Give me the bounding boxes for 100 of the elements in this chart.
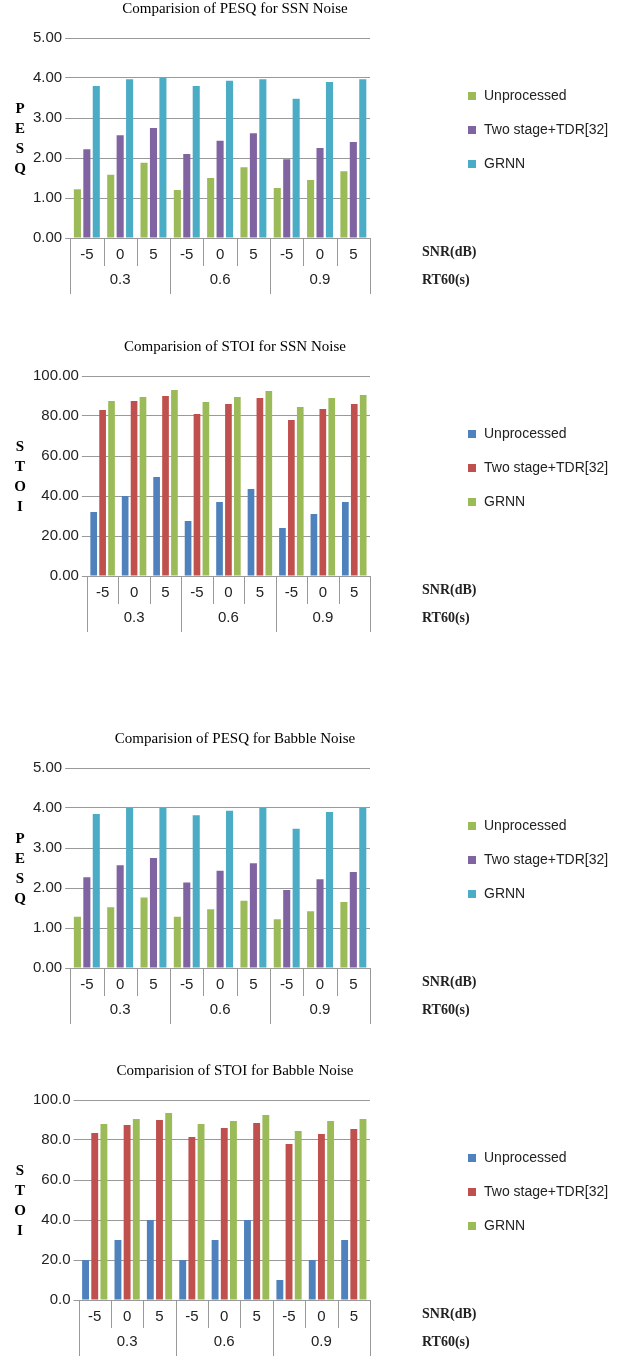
bar [92, 86, 100, 238]
bar [179, 1260, 187, 1300]
text: 0.9 [309, 1000, 331, 1018]
bar [316, 879, 324, 968]
bar [342, 502, 349, 576]
bar [184, 521, 192, 576]
bar [140, 162, 148, 238]
bar [259, 808, 267, 968]
bar [319, 409, 327, 576]
x-tick-label: -5 [282, 1307, 296, 1325]
bar [162, 396, 169, 576]
x-tick-label: 5 [249, 975, 258, 993]
y-tick-label: 40.0 [41, 1210, 71, 1228]
legend-label: Unprocessed [484, 817, 567, 833]
x-tick-label: 5 [149, 975, 158, 993]
chart-title: Comparision of PESQ for SSN Noise [121, 0, 349, 17]
bar [146, 1220, 154, 1300]
x-tick-label: -5 [190, 583, 204, 601]
bar [159, 78, 167, 238]
y-axis-title: PESQ [13, 99, 27, 178]
y-tick-label: 4.00 [32, 798, 63, 816]
x-tick-label: 5 [249, 245, 258, 263]
y-tick-label: 3.00 [32, 108, 63, 126]
bar [247, 489, 255, 576]
y-tick-label: 5.00 [32, 28, 63, 46]
bar [126, 79, 134, 238]
x-tick-label: 5 [252, 1307, 261, 1325]
chart-title: Comparision of STOI for Babble Noise [115, 1062, 355, 1079]
bar [249, 133, 257, 238]
legend-label: Two stage+TDR[32] [484, 851, 609, 867]
bar [123, 1125, 131, 1300]
text: SNR(dB) [422, 1305, 477, 1322]
bar [276, 1280, 284, 1300]
bar [73, 916, 81, 968]
bar [317, 1134, 325, 1300]
bar [240, 900, 248, 968]
bar [350, 404, 358, 576]
text: RT60(s) [422, 1333, 471, 1350]
bar [149, 128, 158, 238]
bar [234, 397, 241, 576]
bar [192, 86, 200, 238]
legend-label: Unprocessed [484, 87, 567, 103]
text: 0.6 [209, 270, 231, 288]
bar [130, 401, 138, 576]
bar [192, 815, 200, 968]
bar [273, 188, 281, 238]
x-tick-label: 0 [224, 583, 233, 601]
x-tick-label: -5 [180, 245, 194, 263]
bar [230, 1121, 237, 1300]
bar [340, 171, 348, 238]
x-tick-label: -5 [280, 245, 294, 263]
bar [202, 402, 210, 576]
bar [244, 1220, 251, 1300]
bar [116, 135, 124, 238]
y-tick-label: 80.00 [41, 406, 79, 424]
bar [292, 98, 300, 238]
y-tick-label: 60.0 [41, 1170, 71, 1188]
text: 0.3 [123, 608, 145, 626]
legend-label: GRNN [484, 885, 526, 901]
x-tick-label: -5 [80, 245, 94, 263]
x-tick-label: 0 [215, 245, 225, 263]
bar [99, 410, 106, 576]
bar [139, 397, 147, 576]
bar [107, 174, 115, 238]
bar [256, 398, 264, 576]
bar [259, 79, 267, 238]
bar [307, 180, 315, 238]
bar [307, 911, 315, 968]
bar [325, 82, 334, 238]
text: 0.3 [116, 1332, 138, 1350]
bar [294, 1131, 302, 1300]
x-tick-label: -5 [284, 583, 299, 601]
text: SNR(dB) [422, 581, 477, 598]
x-tick-label: 0 [315, 975, 325, 993]
bar [116, 865, 124, 968]
bar [359, 79, 367, 238]
text: RT60(s) [422, 1001, 471, 1018]
bar [310, 514, 318, 576]
text: 0.9 [312, 608, 334, 626]
bar [149, 858, 158, 968]
legend-label: GRNN [484, 155, 526, 171]
bar [359, 808, 367, 968]
legend-label: Two stage+TDR[32] [484, 121, 609, 137]
bar [108, 401, 115, 576]
bar [197, 1124, 205, 1300]
bar [349, 142, 357, 238]
text: 0.3 [109, 270, 131, 288]
y-tick-label: 0.00 [32, 228, 63, 246]
y-tick-label: 60.00 [41, 446, 79, 464]
bar [226, 80, 234, 238]
legend-label: Unprocessed [484, 425, 567, 441]
bar [349, 872, 357, 968]
chart-title: Comparision of PESQ for Babble Noise [113, 730, 357, 747]
text: RT60(s) [422, 271, 471, 288]
bar [132, 1119, 140, 1300]
bar [283, 159, 291, 238]
bar [216, 870, 224, 968]
bar [279, 528, 286, 576]
bar [83, 877, 91, 968]
bar [328, 398, 336, 576]
